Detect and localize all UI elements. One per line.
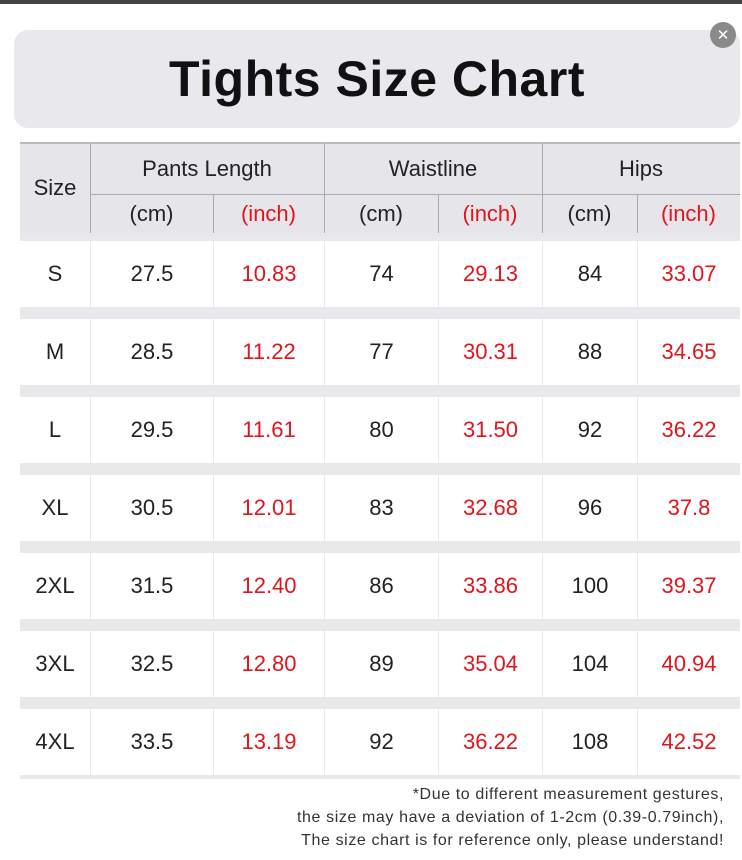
size-label: 3XL bbox=[20, 631, 90, 697]
header-divider bbox=[213, 195, 214, 233]
header-unit: (cm) bbox=[567, 201, 612, 226]
measurement: 36.22 bbox=[638, 397, 740, 463]
header-unit: (inch) bbox=[240, 201, 296, 226]
measurement: 40.94 bbox=[638, 631, 740, 697]
measurement: 31.50 bbox=[439, 397, 542, 463]
measurement: 104 bbox=[543, 631, 637, 697]
header-unit: (cm) bbox=[359, 201, 403, 226]
size-label: 4XL bbox=[20, 709, 90, 775]
measurement: 12.01 bbox=[214, 475, 324, 541]
footnote-line: the size may have a deviation of 1-2cm (… bbox=[297, 809, 724, 826]
measurement: 11.22 bbox=[214, 319, 324, 385]
measurement: 34.65 bbox=[638, 319, 740, 385]
title: Tights Size Chart bbox=[14, 30, 740, 128]
header-divider bbox=[637, 195, 638, 233]
header-unit: (inch) bbox=[660, 201, 716, 226]
measurement: 10.83 bbox=[214, 241, 324, 307]
measurement: 77 bbox=[325, 319, 438, 385]
measurement: 30.5 bbox=[91, 475, 213, 541]
header-divider bbox=[90, 143, 91, 233]
measurement: 92 bbox=[325, 709, 438, 775]
header-line bbox=[90, 194, 740, 195]
measurement: 33.86 bbox=[439, 553, 542, 619]
measurement: 96 bbox=[543, 475, 637, 541]
measurement: 86 bbox=[325, 553, 438, 619]
measurement: 42.52 bbox=[638, 709, 740, 775]
measurement: 37.8 bbox=[638, 475, 740, 541]
header-unit: (inch) bbox=[462, 201, 518, 226]
measurement: 32.68 bbox=[439, 475, 542, 541]
measurement: 29.5 bbox=[91, 397, 213, 463]
measurement: 35.04 bbox=[439, 631, 542, 697]
measurement: 36.22 bbox=[439, 709, 542, 775]
header-divider bbox=[542, 143, 543, 233]
header-bg bbox=[20, 143, 740, 233]
measurement: 88 bbox=[543, 319, 637, 385]
measurement: 108 bbox=[543, 709, 637, 775]
measurement: 33.5 bbox=[91, 709, 213, 775]
header-line bbox=[20, 142, 740, 144]
size-label: S bbox=[20, 241, 90, 307]
header-divider bbox=[324, 143, 325, 233]
header-group: Pants Length bbox=[142, 156, 272, 181]
measurement: 74 bbox=[325, 241, 438, 307]
footnote-line: *Due to different measurement gestures, bbox=[412, 786, 724, 803]
measurement: 100 bbox=[543, 553, 637, 619]
measurement: 84 bbox=[543, 241, 637, 307]
header-unit: (cm) bbox=[129, 201, 174, 226]
measurement: 11.61 bbox=[214, 397, 324, 463]
size-label: 2XL bbox=[20, 553, 90, 619]
measurement: 32.5 bbox=[91, 631, 213, 697]
header-group: Waistline bbox=[388, 156, 478, 181]
header-group: Hips bbox=[618, 156, 663, 181]
top-strip bbox=[0, 0, 742, 4]
measurement: 83 bbox=[325, 475, 438, 541]
size-label: M bbox=[20, 319, 90, 385]
measurement: 80 bbox=[325, 397, 438, 463]
measurement: 30.31 bbox=[439, 319, 542, 385]
close-button[interactable]: ✕ bbox=[710, 22, 736, 48]
measurement: 12.40 bbox=[214, 553, 324, 619]
measurement: 13.19 bbox=[214, 709, 324, 775]
measurement: 12.80 bbox=[214, 631, 324, 697]
header-size: Size bbox=[33, 175, 77, 200]
measurement: 33.07 bbox=[638, 241, 740, 307]
measurement: 39.37 bbox=[638, 553, 740, 619]
measurement: 29.13 bbox=[439, 241, 542, 307]
footnote-line: The size chart is for reference only, pl… bbox=[301, 832, 724, 849]
header-divider bbox=[438, 195, 439, 233]
measurement: 31.5 bbox=[91, 553, 213, 619]
measurement: 27.5 bbox=[91, 241, 213, 307]
size-label: XL bbox=[20, 475, 90, 541]
measurement: 92 bbox=[543, 397, 637, 463]
size-label: L bbox=[20, 397, 90, 463]
measurement: 89 bbox=[325, 631, 438, 697]
measurement: 28.5 bbox=[91, 319, 213, 385]
